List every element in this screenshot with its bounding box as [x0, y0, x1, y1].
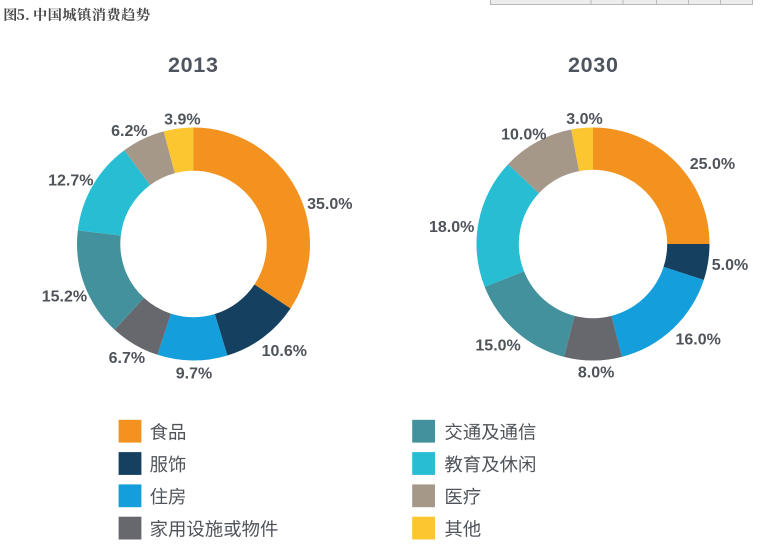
svg-text:12.7%: 12.7%	[48, 173, 93, 190]
svg-text:18.0%: 18.0%	[429, 219, 474, 236]
svg-text:10.0%: 10.0%	[501, 126, 546, 143]
svg-text:16.0%: 16.0%	[676, 331, 721, 348]
svg-text:2013: 2013	[168, 53, 219, 77]
svg-text:6.7%: 6.7%	[109, 350, 145, 367]
svg-text:10.6%: 10.6%	[262, 343, 307, 360]
svg-text:3.0%: 3.0%	[566, 111, 602, 128]
svg-text:6.2%: 6.2%	[111, 123, 147, 140]
svg-text:35.0%: 35.0%	[307, 196, 352, 213]
svg-text:5.0%: 5.0%	[712, 257, 748, 274]
svg-text:3.9%: 3.9%	[164, 111, 200, 128]
svg-text:15.2%: 15.2%	[42, 289, 87, 306]
svg-text:8.0%: 8.0%	[578, 364, 614, 381]
svg-text:15.0%: 15.0%	[475, 337, 520, 354]
svg-text:9.7%: 9.7%	[176, 366, 212, 383]
svg-text:2030: 2030	[568, 53, 619, 77]
svg-text:25.0%: 25.0%	[690, 156, 735, 173]
